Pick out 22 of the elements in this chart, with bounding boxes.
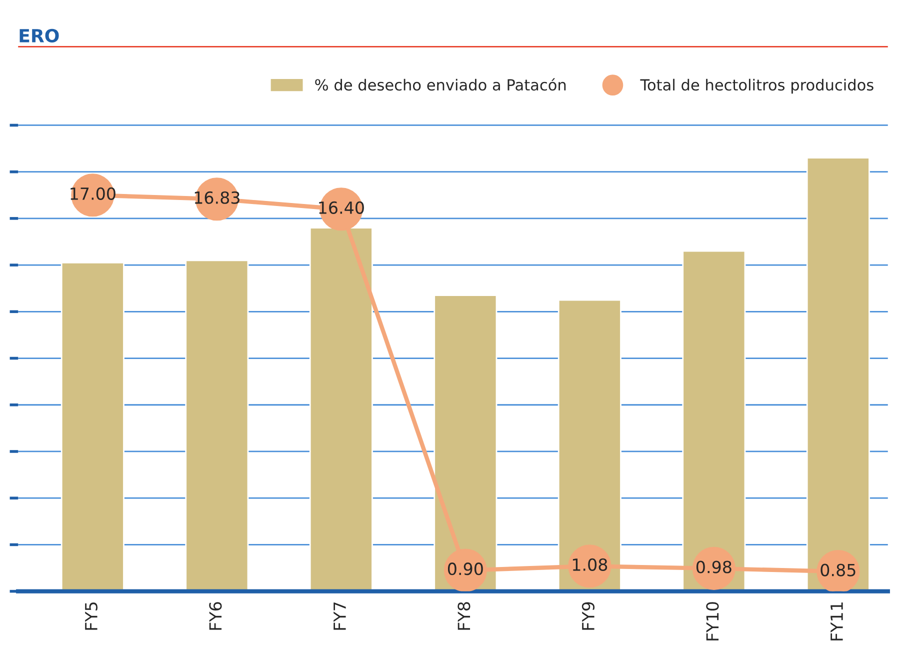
bar: [309, 227, 373, 592]
legend-label: Total de hectolitros producidos: [640, 78, 874, 94]
data-label: 16.83: [194, 191, 240, 204]
bar: [434, 294, 498, 592]
bar: [806, 157, 870, 592]
data-label: 0.98: [696, 560, 732, 574]
x-tick-label: FY9: [582, 602, 595, 630]
x-tick-label: FY10: [706, 602, 719, 640]
legend-label: % de desecho enviado a Patacón: [315, 78, 566, 91]
data-label: 1.08: [572, 558, 608, 571]
x-tick-label: FY6: [209, 602, 222, 630]
bar: [682, 250, 746, 592]
data-label: 0.90: [448, 562, 483, 576]
bar: [185, 260, 249, 592]
bar: [558, 299, 622, 592]
x-tick-label: FY5: [85, 602, 98, 630]
bar: [60, 262, 124, 592]
x-tick-label: FY8: [458, 602, 470, 630]
data-label: 0.85: [820, 564, 856, 576]
ref-line-label: ERO: [20, 28, 59, 42]
x-tick-label: FY11: [830, 602, 843, 640]
x-tick-label: FY7: [334, 602, 346, 630]
